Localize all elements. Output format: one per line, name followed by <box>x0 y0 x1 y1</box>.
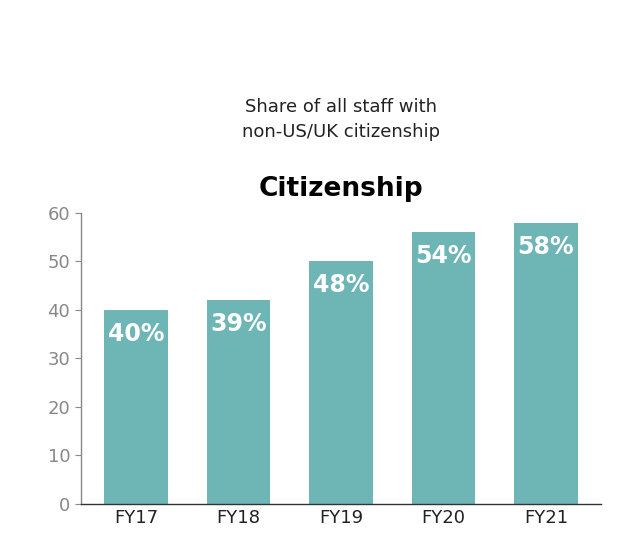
Bar <box>309 262 373 504</box>
Text: 48%: 48% <box>312 273 370 297</box>
Title: Citizenship: Citizenship <box>259 176 423 202</box>
Bar <box>104 310 168 504</box>
Bar <box>206 300 270 504</box>
Text: 54%: 54% <box>415 244 472 268</box>
Bar <box>514 222 578 504</box>
Text: 40%: 40% <box>108 322 164 346</box>
Text: 39%: 39% <box>210 312 267 337</box>
Bar <box>412 232 476 504</box>
Text: 58%: 58% <box>518 235 574 259</box>
Text: Share of all staff with
non-US/UK citizenship: Share of all staff with non-US/UK citize… <box>242 97 440 141</box>
